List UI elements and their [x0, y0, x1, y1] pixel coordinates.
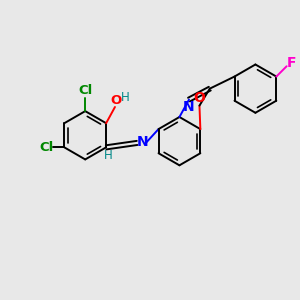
Text: F: F	[287, 56, 297, 70]
Text: H: H	[104, 149, 113, 162]
Text: O: O	[194, 91, 206, 105]
Text: N: N	[137, 135, 149, 149]
Text: Cl: Cl	[78, 84, 92, 97]
Text: N: N	[183, 100, 195, 114]
Text: O: O	[110, 94, 121, 107]
Text: H: H	[121, 91, 130, 104]
Text: Cl: Cl	[39, 141, 53, 154]
